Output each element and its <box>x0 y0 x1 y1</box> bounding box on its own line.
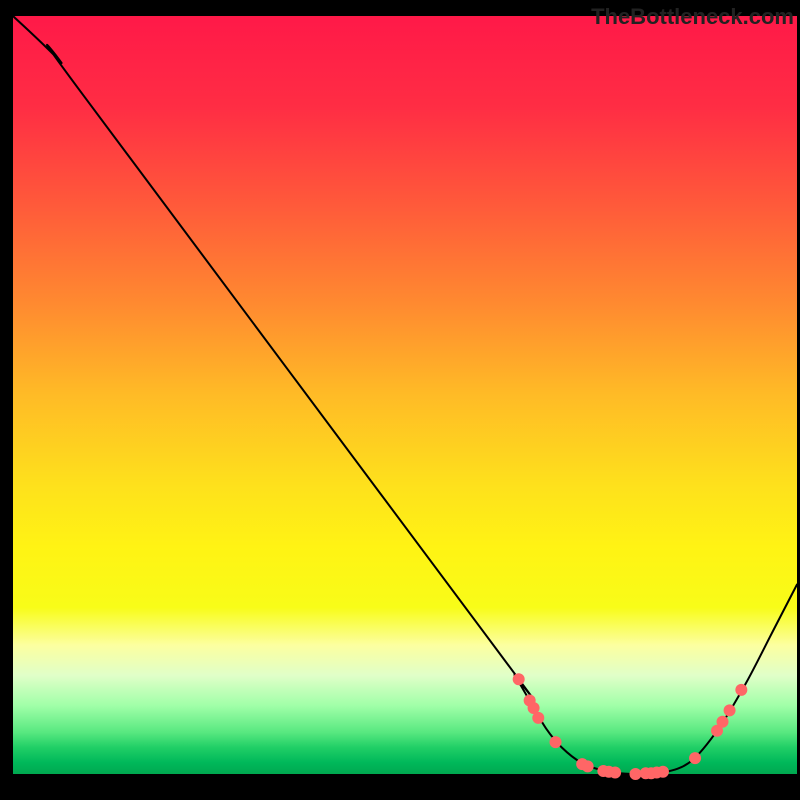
bottleneck-chart <box>0 0 800 800</box>
data-marker <box>657 766 669 778</box>
plot-area <box>13 16 797 774</box>
data-marker <box>609 766 621 778</box>
data-marker <box>629 768 641 780</box>
data-marker <box>582 760 594 772</box>
data-marker <box>550 736 562 748</box>
data-marker <box>513 673 525 685</box>
data-marker <box>532 712 544 724</box>
data-marker <box>717 716 729 728</box>
data-marker <box>735 684 747 696</box>
chart-container: TheBottleneck.com <box>0 0 800 800</box>
watermark-text: TheBottleneck.com <box>591 4 794 30</box>
data-marker <box>689 752 701 764</box>
data-marker <box>724 704 736 716</box>
